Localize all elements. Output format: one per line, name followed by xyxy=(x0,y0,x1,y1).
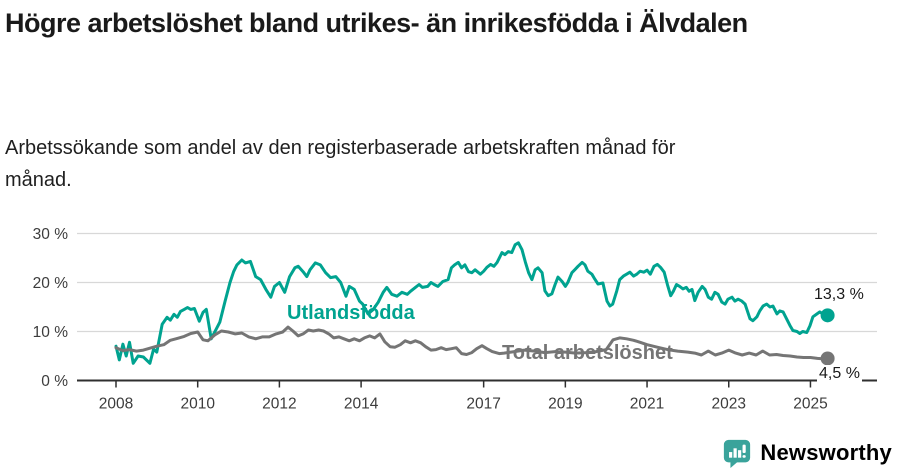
x-axis-tick-label: 2014 xyxy=(344,396,379,413)
y-axis-tick-label: 0 % xyxy=(41,373,68,390)
x-axis-tick-label: 2021 xyxy=(630,396,664,413)
y-axis-tick-label: 10 % xyxy=(33,324,69,341)
y-axis-tick-label: 20 % xyxy=(33,275,69,292)
end-value-label-utlandsfodda: 13,3 % xyxy=(814,286,864,303)
x-axis-tick-label: 2023 xyxy=(712,396,746,413)
series-line-total xyxy=(114,325,830,361)
x-axis-tick-label: 2010 xyxy=(180,396,215,413)
y-axis-tick-label: 30 % xyxy=(33,226,69,243)
series-line-utlandsfodda xyxy=(114,241,830,365)
x-axis-tick-label: 2025 xyxy=(793,396,827,413)
newsworthy-logo-icon xyxy=(724,439,751,468)
series-label-utlandsfodda: Utlandsfödda xyxy=(287,302,415,324)
end-value-label-total: 4,5 % xyxy=(817,365,862,383)
x-axis-tick-label: 2019 xyxy=(548,396,582,413)
chart-subtitle: Arbetssökande som andel av den registerb… xyxy=(5,137,676,191)
series-endpoint-dot-total xyxy=(820,351,835,366)
x-axis-tick-label: 2012 xyxy=(262,396,296,413)
newsworthy-brand-link[interactable]: Newsworthy xyxy=(722,438,892,468)
chart-area: 0 % 10 % 20 % 30 % 2008 2010 2012 2014 2017 2019 2… xyxy=(0,210,900,428)
page-title: Högre arbetslöshet bland utrikes- än inr… xyxy=(5,8,748,38)
x-axis-tick-label: 2017 xyxy=(466,396,500,413)
series-endpoint-dot-utlandsfodda xyxy=(820,308,835,323)
footer: Newsworthy xyxy=(0,436,900,474)
line-chart-canvas: 0 % 10 % 20 % 30 % 2008 2010 2012 2014 2017 2019 2… xyxy=(33,226,877,413)
series-label-total-arbetsloshet: Total arbetslöshet xyxy=(502,342,673,364)
x-axis-tick-label: 2008 xyxy=(99,396,133,413)
newsworthy-brand-name: Newsworthy xyxy=(760,440,892,465)
